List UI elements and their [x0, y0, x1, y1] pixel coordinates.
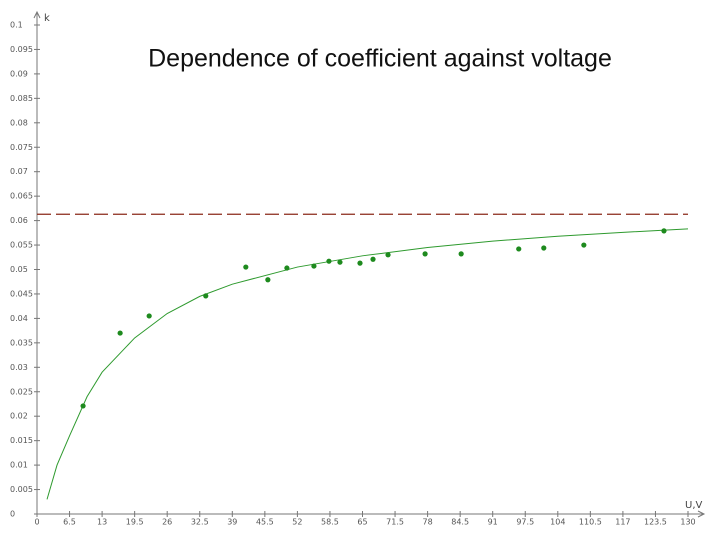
x-tick-label: 32.5	[191, 518, 209, 527]
y-tick-label: 0	[10, 510, 15, 519]
x-axis-label: U,V	[685, 500, 702, 511]
y-tick-label: 0.075	[10, 143, 33, 152]
x-tick-label: 45.5	[256, 518, 274, 527]
y-tick-label: 0.01	[10, 461, 28, 470]
data-point	[385, 252, 391, 258]
y-tick-label: 0.05	[10, 265, 28, 274]
x-tick-label: 58.5	[321, 518, 339, 527]
data-point	[265, 277, 271, 283]
y-tick-label: 0.06	[10, 216, 28, 225]
data-point	[357, 260, 363, 266]
y-tick-label: 0.065	[10, 192, 33, 201]
y-tick-label: 0.1	[10, 21, 23, 30]
x-tick-label: 39	[227, 518, 237, 527]
x-tick-label: 97.5	[516, 518, 534, 527]
data-point	[422, 251, 428, 257]
data-point	[458, 251, 464, 257]
y-tick-label: 0.015	[10, 436, 33, 445]
x-tick-label: 13	[97, 518, 107, 527]
data-point	[80, 403, 86, 409]
y-tick-label: 0.02	[10, 412, 28, 421]
data-point	[581, 242, 587, 248]
x-tick-label: 65	[357, 518, 367, 527]
data-point	[541, 245, 547, 251]
x-tick-label: 26	[162, 518, 172, 527]
x-tick-label: 78	[423, 518, 433, 527]
x-tick-label: 130	[680, 518, 695, 527]
y-tick-label: 0.005	[10, 485, 33, 494]
data-point	[326, 258, 332, 264]
x-tick-label: 84.5	[451, 518, 469, 527]
data-point	[370, 256, 376, 262]
x-axis-arrow	[697, 510, 706, 518]
axes	[33, 10, 706, 518]
y-tick-label: 0.03	[10, 363, 28, 372]
y-tick-label: 0.045	[10, 289, 33, 298]
y-tick-label: 0.09	[10, 69, 28, 78]
x-tick-label: 110.5	[579, 518, 602, 527]
x-tick-label: 117	[615, 518, 630, 527]
x-tick-label: 104	[550, 518, 565, 527]
y-tick-label: 0.04	[10, 314, 28, 323]
x-tick-label: 123.5	[644, 518, 667, 527]
data-point	[284, 265, 290, 271]
y-tick-label: 0.095	[10, 45, 33, 54]
x-tick-label: 71.5	[386, 518, 404, 527]
data-point	[243, 264, 249, 270]
y-tick-label: 0.07	[10, 167, 28, 176]
data-point	[117, 330, 123, 336]
y-tick-label: 0.08	[10, 118, 28, 127]
data-point	[203, 293, 209, 299]
y-tick-label: 0.025	[10, 387, 33, 396]
y-tick-label: 0.085	[10, 94, 33, 103]
x-tick-label: 0	[34, 518, 39, 527]
x-tick-label: 6.5	[63, 518, 76, 527]
x-tick-label: 52	[292, 518, 302, 527]
x-tick-label: 91	[488, 518, 498, 527]
data-point	[661, 228, 667, 234]
y-tick-label: 0.055	[10, 241, 33, 250]
y-axis-arrow	[33, 10, 41, 19]
data-point	[516, 246, 522, 252]
y-axis-label: k	[44, 13, 50, 24]
y-tick-label: 0.035	[10, 338, 33, 347]
chart-title: Dependence of coefficient against voltag…	[148, 45, 612, 73]
fit-curve	[46, 228, 689, 500]
x-tick-label: 19.5	[126, 518, 144, 527]
data-point	[337, 259, 343, 265]
data-point	[311, 263, 317, 269]
data-point	[146, 313, 152, 319]
